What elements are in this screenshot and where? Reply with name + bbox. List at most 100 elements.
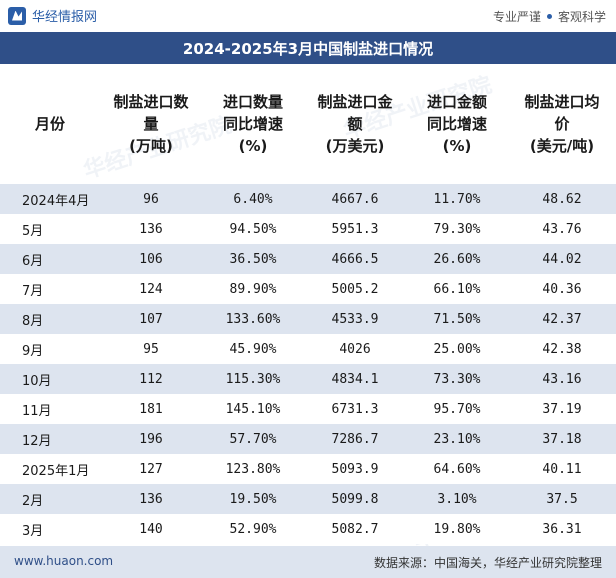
cell-import-value: 4026 xyxy=(304,334,406,364)
cell-month: 2024年4月 xyxy=(0,184,100,214)
cell-import-value: 5005.2 xyxy=(304,274,406,304)
cell-value-yoy: 11.70% xyxy=(406,184,508,214)
cell-import-volume: 107 xyxy=(100,304,202,334)
cell-import-volume: 181 xyxy=(100,394,202,424)
table-header-row: 月份 制盐进口数量 (万吨) 进口数量 同比增速 (%) 制盐进口金额 (万美元) 进口… xyxy=(0,64,616,184)
cell-volume-yoy: 115.30% xyxy=(202,364,304,394)
header-value-yoy: 进口金额 同比增速 (%) xyxy=(426,93,487,155)
cell-import-value: 5099.8 xyxy=(304,484,406,514)
cell-volume-yoy: 52.90% xyxy=(202,514,304,544)
cell-volume-yoy: 36.50% xyxy=(202,244,304,274)
cell-value-yoy: 3.10% xyxy=(406,484,508,514)
cell-import-volume: 95 xyxy=(100,334,202,364)
cell-month: 12月 xyxy=(0,424,100,454)
cell-volume-yoy: 145.10% xyxy=(202,394,304,424)
brand-logo[interactable]: 华经情报网 xyxy=(8,6,97,25)
cell-month: 8月 xyxy=(0,304,100,334)
cell-value-yoy: 95.70% xyxy=(406,394,508,424)
cell-month: 5月 xyxy=(0,214,100,244)
cell-value-yoy: 26.60% xyxy=(406,244,508,274)
cell-value-yoy: 19.80% xyxy=(406,514,508,544)
cell-value-yoy: 23.10% xyxy=(406,424,508,454)
cell-volume-yoy: 133.60% xyxy=(202,304,304,334)
cell-import-volume: 106 xyxy=(100,244,202,274)
cell-avg-price: 40.11 xyxy=(508,454,616,484)
cell-month: 2025年1月 xyxy=(0,454,100,484)
dot-separator-icon xyxy=(546,14,552,19)
header-month: 月份 xyxy=(34,115,65,133)
table-row: 9月 95 45.90% 4026 25.00% 42.38 xyxy=(0,334,616,364)
cell-import-value: 4533.9 xyxy=(304,304,406,334)
cell-import-value: 5951.3 xyxy=(304,214,406,244)
cell-volume-yoy: 123.80% xyxy=(202,454,304,484)
table-row: 2月 136 19.50% 5099.8 3.10% 37.5 xyxy=(0,484,616,514)
cell-import-volume: 196 xyxy=(100,424,202,454)
table-title: 2024-2025年3月中国制盐进口情况 xyxy=(0,32,616,64)
cell-avg-price: 36.31 xyxy=(508,514,616,544)
cell-volume-yoy: 19.50% xyxy=(202,484,304,514)
cell-month: 9月 xyxy=(0,334,100,364)
cell-import-value: 5082.7 xyxy=(304,514,406,544)
slogan-left: 专业严谨 xyxy=(492,10,541,24)
table-row: 5月 136 94.50% 5951.3 79.30% 43.76 xyxy=(0,214,616,244)
cell-avg-price: 37.18 xyxy=(508,424,616,454)
table-row: 12月 196 57.70% 7286.7 23.10% 37.18 xyxy=(0,424,616,454)
cell-import-volume: 112 xyxy=(100,364,202,394)
slogan: 专业严谨 客观科学 xyxy=(493,8,606,25)
cell-import-value: 5093.9 xyxy=(304,454,406,484)
header-avg-price: 制盐进口均价 (美元/吨) xyxy=(524,93,600,155)
huajing-logo-icon xyxy=(8,6,26,25)
cell-volume-yoy: 89.90% xyxy=(202,274,304,304)
cell-import-value: 4834.1 xyxy=(304,364,406,394)
cell-month: 7月 xyxy=(0,274,100,304)
table-row: 2024年4月 96 6.40% 4667.6 11.70% 48.62 xyxy=(0,184,616,214)
cell-volume-yoy: 57.70% xyxy=(202,424,304,454)
cell-avg-price: 48.62 xyxy=(508,184,616,214)
header-volume-yoy: 进口数量 同比增速 (%) xyxy=(222,93,283,155)
cell-avg-price: 44.02 xyxy=(508,244,616,274)
brand-name: 华经情报网 xyxy=(32,10,98,25)
table-row: 11月 181 145.10% 6731.3 95.70% 37.19 xyxy=(0,394,616,424)
cell-avg-price: 37.5 xyxy=(508,484,616,514)
cell-import-volume: 96 xyxy=(100,184,202,214)
cell-month: 10月 xyxy=(0,364,100,394)
cell-avg-price: 43.16 xyxy=(508,364,616,394)
cell-value-yoy: 66.10% xyxy=(406,274,508,304)
cell-value-yoy: 79.30% xyxy=(406,214,508,244)
cell-avg-price: 42.38 xyxy=(508,334,616,364)
cell-month: 3月 xyxy=(0,514,100,544)
header-import-volume: 制盐进口数量 (万吨) xyxy=(113,93,189,155)
cell-volume-yoy: 94.50% xyxy=(202,214,304,244)
cell-import-volume: 127 xyxy=(100,454,202,484)
cell-value-yoy: 73.30% xyxy=(406,364,508,394)
table-row: 6月 106 36.50% 4666.5 26.60% 44.02 xyxy=(0,244,616,274)
cell-month: 11月 xyxy=(0,394,100,424)
table-row: 7月 124 89.90% 5005.2 66.10% 40.36 xyxy=(0,274,616,304)
cell-import-value: 4666.5 xyxy=(304,244,406,274)
table-row: 3月 140 52.90% 5082.7 19.80% 36.31 xyxy=(0,514,616,544)
cell-import-value: 6731.3 xyxy=(304,394,406,424)
cell-import-volume: 124 xyxy=(100,274,202,304)
top-bar: 华经情报网 专业严谨 客观科学 xyxy=(0,0,616,32)
cell-avg-price: 40.36 xyxy=(508,274,616,304)
data-source: 数据来源：中国海关，华经产业研究院整理 xyxy=(373,556,602,570)
cell-month: 2月 xyxy=(0,484,100,514)
header-import-value: 制盐进口金额 (万美元) xyxy=(317,93,393,155)
slogan-right: 客观科学 xyxy=(557,10,606,24)
table-row: 2025年1月 127 123.80% 5093.9 64.60% 40.11 xyxy=(0,454,616,484)
cell-month: 6月 xyxy=(0,244,100,274)
site-url[interactable]: www.huaon.com xyxy=(14,554,114,568)
cell-import-volume: 136 xyxy=(100,214,202,244)
cell-volume-yoy: 6.40% xyxy=(202,184,304,214)
cell-avg-price: 42.37 xyxy=(508,304,616,334)
cell-avg-price: 43.76 xyxy=(508,214,616,244)
cell-value-yoy: 64.60% xyxy=(406,454,508,484)
cell-import-volume: 136 xyxy=(100,484,202,514)
import-table: 月份 制盐进口数量 (万吨) 进口数量 同比增速 (%) 制盐进口金额 (万美元) 进口… xyxy=(0,64,616,544)
cell-import-value: 4667.6 xyxy=(304,184,406,214)
cell-volume-yoy: 45.90% xyxy=(202,334,304,364)
cell-avg-price: 37.19 xyxy=(508,394,616,424)
footer-bar: www.huaon.com 数据来源：中国海关，华经产业研究院整理 xyxy=(0,546,616,578)
cell-import-value: 7286.7 xyxy=(304,424,406,454)
table-row: 8月 107 133.60% 4533.9 71.50% 42.37 xyxy=(0,304,616,334)
